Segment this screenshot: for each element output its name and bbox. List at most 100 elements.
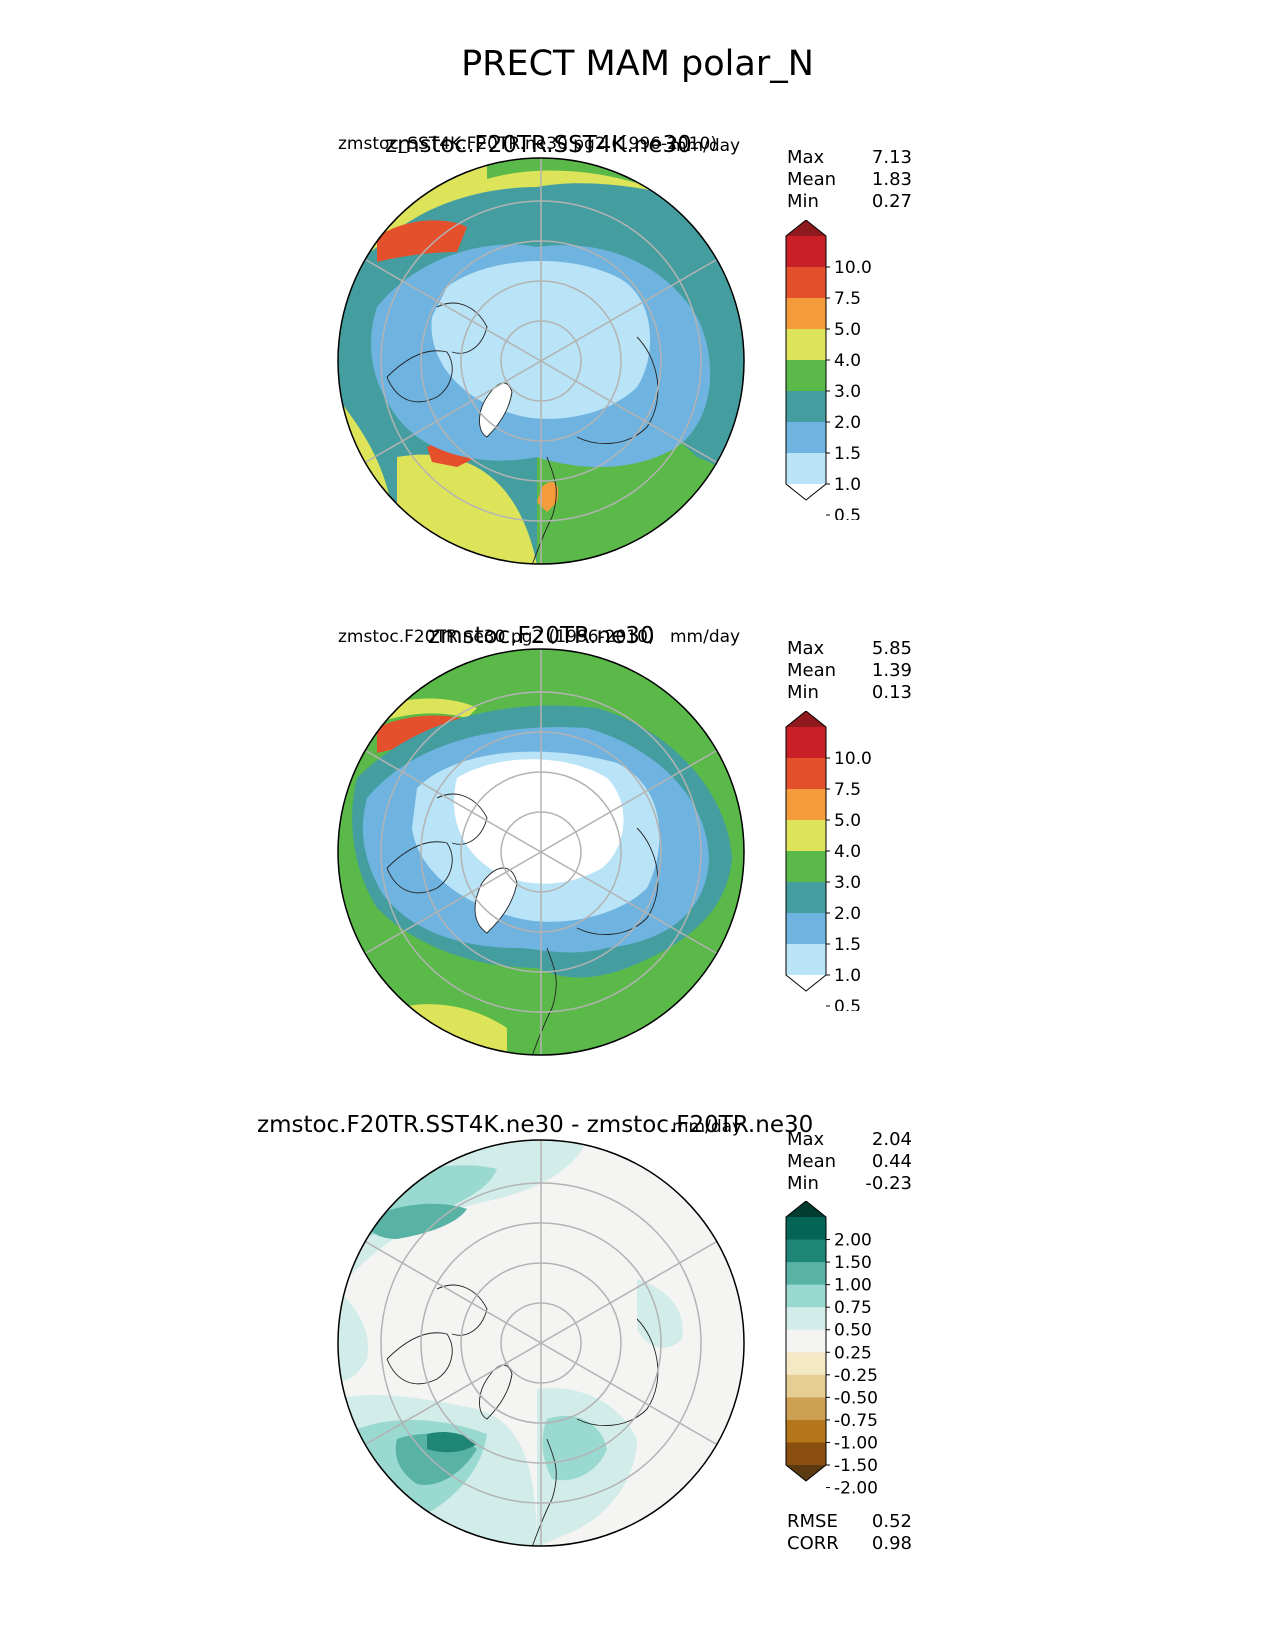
panel2-stat-mean-value: 1.39 [871, 660, 912, 681]
colorbar-tick-label: 7.5 [834, 780, 861, 800]
colorbar-tick-label: -0.25 [834, 1366, 878, 1386]
panel3-metric-corr: CORR 0.98 [787, 1533, 912, 1555]
colorbar-bottom-extension [786, 484, 826, 500]
colorbar-segment [786, 882, 826, 914]
colorbar-tick-label: 10.0 [834, 258, 872, 278]
panel2-stat-max-value: 5.85 [871, 638, 912, 659]
colorbar-segment [786, 944, 826, 976]
colorbar-segment [786, 727, 826, 759]
colorbar-tick-label: -1.00 [834, 1433, 878, 1453]
colorbar-tick-label: 1.5 [834, 935, 861, 955]
colorbar-tick-label: 2.0 [834, 413, 861, 433]
panel1-stat-max-value: 7.13 [871, 147, 912, 168]
panel1-field-storm [537, 482, 559, 512]
colorbar-segment [786, 236, 826, 268]
panel3-corr-label: CORR [787, 1533, 839, 1554]
colorbar-segment [786, 1284, 826, 1308]
colorbar-tick-label: 1.5 [834, 444, 861, 464]
colorbar-segment [786, 820, 826, 852]
panel2-stat-max: Max 5.85 [787, 638, 912, 660]
colorbar-segment [786, 1397, 826, 1421]
panel2-stat-mean-label: Mean [787, 660, 837, 681]
panel2-stat-min-label: Min [787, 682, 819, 703]
colorbar-segment [786, 1262, 826, 1286]
panel3-stat-mean-label: Mean [787, 1151, 837, 1172]
colorbar-tick-label: -0.50 [834, 1388, 878, 1408]
colorbar-segment [786, 1374, 826, 1398]
panel3-rmse-label: RMSE [787, 1511, 838, 1532]
colorbar-segment [786, 758, 826, 790]
panel3-field-increase [542, 1415, 607, 1481]
panel1-map-boundary [337, 157, 745, 565]
colorbar-segment [786, 1442, 826, 1466]
colorbar-segment [786, 1239, 826, 1263]
panel1-graticule [364, 158, 718, 564]
panel2-stat-mean: Mean 1.39 [787, 660, 912, 682]
colorbar-top-extension [786, 711, 826, 727]
colorbar-tick-label: 10.0 [834, 749, 872, 769]
colorbar-segment [786, 298, 826, 330]
colorbar-segment [786, 789, 826, 821]
panel1-units: mm/day [670, 136, 741, 156]
panel3-metric-rmse: RMSE 0.52 [787, 1511, 912, 1533]
colorbar-segment [786, 360, 826, 392]
panel3-corr-value: 0.98 [871, 1533, 912, 1554]
colorbar-bottom-extension [786, 975, 826, 991]
panel2-colorbar: 10.0 7.5 5.0 4.0 3.0 2.0 1.5 1.0 0.5 [785, 711, 872, 1011]
panel3-stat-min: Min -0.23 [787, 1173, 912, 1195]
panel1-stat-max-label: Max [787, 147, 825, 168]
panel3-stat-max: Max 2.04 [787, 1129, 912, 1151]
panel2-stat-min-value: 0.13 [871, 682, 912, 703]
colorbar-tick-label: 0.5 [834, 506, 861, 520]
colorbar-segment [786, 422, 826, 454]
colorbar-segment [786, 1329, 826, 1353]
panel1-stat-mean: Mean 1.83 [787, 169, 912, 191]
figure-title: PRECT MAM polar_N [461, 44, 814, 84]
panel2-subtitle: zmstoc.F20TR.ne30 pg2 (1996-2010) [338, 627, 655, 647]
colorbar-tick-label: -1.50 [834, 1456, 878, 1476]
colorbar-segment [786, 391, 826, 423]
panel3-title: zmstoc.F20TR.SST4K.ne30 - zmstoc.F20TR.n… [257, 1112, 814, 1138]
colorbar-segment [786, 267, 826, 299]
colorbar-tick-label: 7.5 [834, 289, 861, 309]
panel1-stat-min-label: Min [787, 191, 819, 212]
panel1-stat-min: Min 0.27 [787, 191, 912, 213]
panel3-rmse-value: 0.52 [871, 1511, 912, 1532]
colorbar-tick-label: 1.0 [834, 966, 861, 986]
colorbar-top-extension [786, 1201, 826, 1217]
colorbar-tick-label: 3.0 [834, 382, 861, 402]
colorbar-tick-label: 0.5 [834, 997, 861, 1011]
panel3-stat-mean: Mean 0.44 [787, 1151, 912, 1173]
colorbar-tick-label: 1.0 [834, 475, 861, 495]
panel2-stat-max-label: Max [787, 638, 825, 659]
colorbar-segment [786, 851, 826, 883]
panel1-field-storm [377, 220, 467, 262]
panel2-graticule [364, 649, 718, 1055]
colorbar-tick-label: 0.50 [834, 1321, 872, 1341]
panel1-map [337, 157, 745, 565]
colorbar-segment [786, 329, 826, 361]
colorbar-tick-label: 5.0 [834, 811, 861, 831]
colorbar-segment [786, 1307, 826, 1331]
panel3-map [337, 1139, 745, 1547]
colorbar-tick-label: 0.25 [834, 1343, 872, 1363]
colorbar-bottom-extension [786, 1465, 826, 1481]
panel3-units: mm/day [672, 1117, 743, 1137]
panel2-coastlines [386, 793, 659, 1055]
colorbar-tick-label: 5.0 [834, 320, 861, 340]
colorbar-segment [786, 913, 826, 945]
panel2-map-boundary [337, 648, 745, 1056]
panel1-subtitle: zmstoc_SST4K.F20TR.ne30 pg2 (1996-2010) [338, 134, 717, 154]
panel1-stat-min-value: 0.27 [871, 191, 912, 212]
colorbar-tick-label: -2.00 [834, 1479, 878, 1499]
panel2-title: zmstoc.F20TR.ne30 [428, 623, 655, 649]
colorbar-tick-label: -0.75 [834, 1411, 878, 1431]
panel1-title: zmstoc.F20TR.SST4K.ne30 [385, 132, 692, 158]
panel3-stat-max-value: 2.04 [871, 1129, 912, 1150]
colorbar-top-extension [786, 220, 826, 236]
panel3-stat-min-value: -0.23 [865, 1173, 912, 1194]
colorbar-tick-label: 2.00 [834, 1231, 872, 1251]
colorbar-tick-label: 3.0 [834, 873, 861, 893]
panel3-field-increase [367, 1203, 467, 1239]
panel3-map-boundary [337, 1139, 745, 1547]
